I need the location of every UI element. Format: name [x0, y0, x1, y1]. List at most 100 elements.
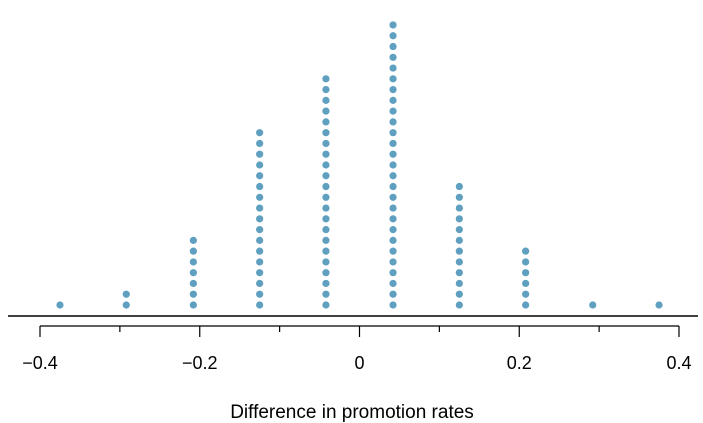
data-point [256, 301, 264, 309]
data-point [322, 247, 330, 255]
data-point [389, 21, 397, 29]
data-point [322, 118, 330, 126]
data-point [455, 182, 463, 191]
data-point [322, 301, 330, 309]
data-point [455, 258, 463, 266]
data-point [389, 226, 397, 234]
data-point [322, 75, 330, 83]
data-point [256, 247, 264, 255]
data-point [189, 258, 197, 266]
x-tick-label: 0 [354, 353, 364, 373]
data-point [389, 301, 397, 309]
data-point [256, 226, 264, 234]
data-point [389, 193, 397, 201]
data-point [322, 279, 330, 288]
data-point [256, 172, 264, 180]
dot-stack [589, 301, 597, 309]
data-point [256, 150, 264, 158]
data-point [589, 301, 597, 309]
dot-stack [189, 236, 197, 309]
data-point [455, 279, 463, 288]
data-point [322, 193, 330, 201]
data-point [322, 161, 330, 169]
data-point [389, 215, 397, 223]
data-point [122, 290, 130, 298]
x-axis-title: Difference in promotion rates [230, 402, 474, 423]
data-point [389, 32, 397, 40]
data-point [322, 226, 330, 234]
data-point [522, 279, 530, 288]
data-point [189, 247, 197, 255]
data-point [322, 204, 330, 212]
data-point [322, 139, 330, 148]
data-point [389, 96, 397, 104]
data-point [256, 193, 264, 201]
data-point [189, 301, 197, 309]
dot-stack [256, 129, 264, 309]
data-point [389, 53, 397, 61]
x-tick-label: 0.4 [666, 353, 691, 373]
dot-stack [655, 301, 663, 309]
data-point [522, 247, 530, 255]
data-point [655, 301, 663, 309]
data-point [389, 279, 397, 288]
data-point [522, 269, 530, 277]
data-point [389, 247, 397, 255]
data-point [256, 236, 264, 244]
data-point [389, 182, 397, 191]
data-point [122, 301, 130, 309]
data-point [322, 182, 330, 191]
data-point [455, 269, 463, 277]
data-point [322, 258, 330, 266]
data-point [389, 129, 397, 137]
data-point [389, 258, 397, 266]
dot-stack [455, 182, 463, 309]
data-point [189, 236, 197, 244]
data-point [389, 290, 397, 298]
data-point [389, 150, 397, 158]
x-tick-label: 0.2 [507, 353, 532, 373]
data-point [322, 129, 330, 137]
data-point [389, 161, 397, 169]
data-point [389, 204, 397, 212]
data-point [455, 236, 463, 244]
data-point [256, 215, 264, 223]
data-point [256, 269, 264, 277]
data-point [389, 86, 397, 94]
data-point [322, 269, 330, 277]
data-point [455, 193, 463, 201]
data-point [522, 301, 530, 309]
data-point [389, 236, 397, 244]
data-point [256, 139, 264, 148]
data-point [322, 215, 330, 223]
data-point [256, 182, 264, 191]
data-point [455, 204, 463, 212]
data-point [522, 290, 530, 298]
data-point [455, 247, 463, 255]
data-point [256, 161, 264, 169]
dot-layer [56, 21, 663, 309]
data-point [322, 96, 330, 104]
data-point [322, 150, 330, 158]
data-point [522, 258, 530, 266]
data-point [322, 86, 330, 94]
data-point [389, 75, 397, 83]
data-point [256, 290, 264, 298]
data-point [389, 172, 397, 180]
x-tick-label: −0.2 [182, 353, 218, 373]
data-point [389, 269, 397, 277]
data-point [455, 301, 463, 309]
data-point [322, 172, 330, 180]
data-point [455, 226, 463, 234]
dot-stack [389, 21, 397, 309]
data-point [56, 301, 64, 309]
data-point [256, 258, 264, 266]
data-point [389, 107, 397, 115]
data-point [455, 215, 463, 223]
data-point [322, 107, 330, 115]
data-point [322, 290, 330, 298]
dot-stack [122, 290, 130, 309]
data-point [256, 129, 264, 137]
data-point [389, 42, 397, 51]
